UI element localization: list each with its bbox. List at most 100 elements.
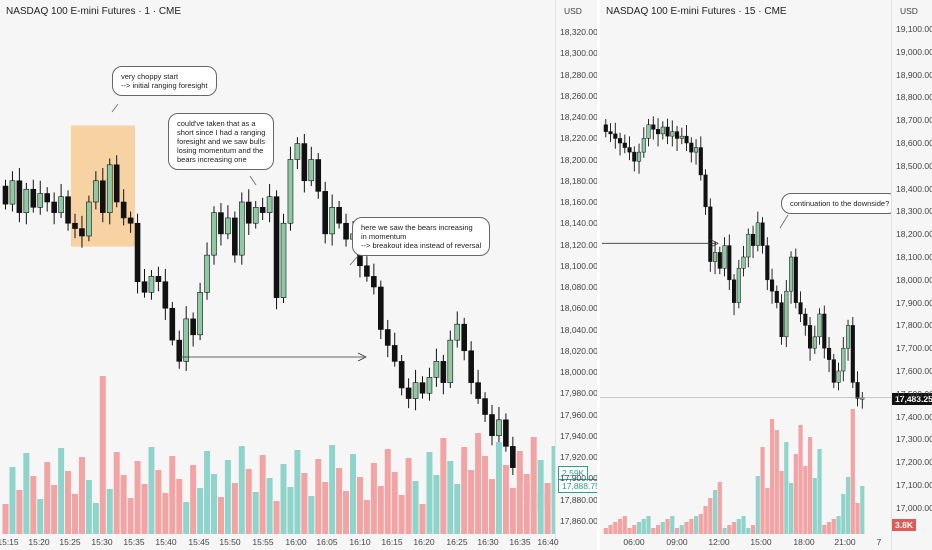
price-tick-label: 17,940.00 xyxy=(560,430,598,441)
volume-bar xyxy=(803,466,808,534)
volume-bar xyxy=(78,457,85,534)
volume-bar xyxy=(99,376,106,534)
volume-bar xyxy=(622,516,627,534)
candle xyxy=(760,222,765,246)
time-axis[interactable]: 15:15 15:20 15:25 15:30 15:35 15:40 15:45 15:50… xyxy=(0,534,559,550)
candle xyxy=(30,188,37,208)
candle xyxy=(2,185,9,205)
price-tick-label: 17,860.00 xyxy=(560,515,598,526)
candle xyxy=(16,180,23,213)
price-tick-label: 17,880.00 xyxy=(560,494,598,505)
candle xyxy=(817,313,822,338)
time-tick-label: 15:25 xyxy=(59,537,81,547)
candle xyxy=(689,142,694,153)
volume-bar xyxy=(176,479,183,534)
annotation-note[interactable]: could've taken that as a short since I h… xyxy=(168,113,275,170)
candle xyxy=(197,292,203,336)
candle xyxy=(822,313,827,349)
candle xyxy=(770,279,775,292)
chart-pane-15min[interactable]: NASDAQ 100 E-mini Futures · 15 · CME con… xyxy=(597,0,932,550)
volume-bar xyxy=(482,456,489,534)
arrow-head xyxy=(357,352,367,362)
candle xyxy=(190,318,196,336)
chart-title: NASDAQ 100 E-mini Futures · 15 · CME xyxy=(606,6,787,17)
volume-bar xyxy=(632,525,637,534)
price-tick-label: 18,700.00 xyxy=(896,115,932,126)
annotation-note[interactable]: continuation to the downside? xyxy=(781,193,899,214)
volume-bar xyxy=(698,514,703,534)
candle xyxy=(211,212,217,256)
candle xyxy=(176,339,183,362)
volume-bar xyxy=(23,453,30,534)
last-price-badge: 17,888.75 xyxy=(558,479,604,493)
chart-pane-1min[interactable]: NASDAQ 100 E-mini Futures · 1 · CME very… xyxy=(0,0,604,550)
price-tick-label: 18,500.00 xyxy=(896,160,932,171)
volume-bar xyxy=(845,477,851,534)
volume-bar xyxy=(426,452,433,534)
volume-bar xyxy=(440,438,447,534)
candle xyxy=(301,143,308,182)
candle xyxy=(461,323,468,352)
price-tick-label: 18,320.00 xyxy=(560,27,598,37)
volume-bar xyxy=(329,445,336,534)
volume-bar xyxy=(836,516,841,534)
candle xyxy=(836,370,841,383)
candle xyxy=(774,290,779,303)
volume-bar xyxy=(224,460,231,534)
price-tick-label: 17,000.00 xyxy=(896,502,932,513)
annotation-note[interactable]: here we saw the bears increasing in mome… xyxy=(352,217,491,256)
price-axis[interactable]: USD 17,483.25 3.8K 19,100.00 19,000.00 18,… xyxy=(891,0,932,550)
candle xyxy=(440,361,447,383)
chart-canvas-1min[interactable] xyxy=(0,0,556,534)
time-tick-label: 15:00 xyxy=(750,537,772,547)
time-axis[interactable]: 06:00 09:00 12:00 15:00 18:00 21:00 7 xyxy=(600,534,892,550)
candle xyxy=(239,201,245,256)
time-tick-label: 16:20 xyxy=(413,537,435,547)
price-tick-label: 18,800.00 xyxy=(896,92,932,103)
volume-bar xyxy=(72,494,78,534)
candle xyxy=(141,281,148,293)
volume-bar xyxy=(58,448,65,534)
volume-bar xyxy=(238,446,245,534)
volume-bar xyxy=(495,442,502,534)
candle xyxy=(510,446,516,468)
candle xyxy=(736,268,741,303)
candle xyxy=(308,159,315,182)
volume-bar xyxy=(405,458,412,534)
volume-bar xyxy=(760,447,765,534)
candle xyxy=(72,222,78,229)
volume-bar xyxy=(651,528,656,534)
price-tick-label: 19,000.00 xyxy=(896,46,932,57)
currency-label: USD xyxy=(564,6,582,16)
volume-bar xyxy=(817,449,822,534)
volume-bar xyxy=(252,492,259,534)
candle xyxy=(204,254,210,293)
volume-bar xyxy=(731,522,737,534)
volume-bar xyxy=(750,525,756,534)
candle xyxy=(679,135,684,139)
volume-bar xyxy=(655,525,661,534)
volume-bar xyxy=(537,460,544,534)
volume-bar xyxy=(9,467,16,534)
volume-bar xyxy=(217,497,224,534)
volume-bar xyxy=(37,499,44,534)
price-axis[interactable]: USD 2.59K 17,888.75 18,320.00 18,300.00 18… xyxy=(555,0,604,550)
candle xyxy=(93,180,99,203)
price-tick-label: 17,700.00 xyxy=(896,343,932,354)
annotation-note[interactable]: very choppy start --> initial ranging fo… xyxy=(112,66,217,96)
candle xyxy=(287,159,294,224)
volume-bar xyxy=(708,498,713,534)
candle xyxy=(779,302,784,338)
candle xyxy=(391,345,398,362)
candle xyxy=(79,228,85,237)
candle xyxy=(183,318,189,362)
candle xyxy=(503,419,509,447)
volume-bar xyxy=(551,446,556,534)
time-tick-label: 21:00 xyxy=(834,537,856,547)
volume-bar xyxy=(608,525,613,534)
volume-bar xyxy=(679,525,684,534)
price-tick-label: 18,080.00 xyxy=(560,282,598,292)
volume-bar xyxy=(855,503,860,534)
time-tick-label: 16:25 xyxy=(446,537,468,547)
chart-canvas-15min[interactable] xyxy=(600,0,892,534)
